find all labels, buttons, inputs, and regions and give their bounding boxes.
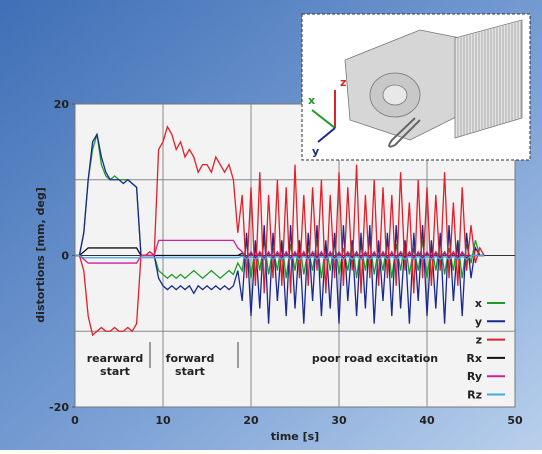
legend-label: Ry — [467, 370, 482, 383]
y-axis-label: distortions [mm, deg] — [34, 187, 47, 322]
legend-label: Rx — [466, 352, 482, 365]
annotation: forward — [166, 352, 215, 365]
inset-label: z — [340, 76, 346, 89]
inset-label: y — [312, 145, 319, 158]
chart: x y z time [s] distortions [mm, deg] 0 10… — [0, 0, 542, 450]
y-tick-label: 0 — [61, 250, 69, 263]
annotation: start — [175, 365, 205, 378]
y-tick-label: -20 — [49, 401, 69, 414]
legend-label: z — [476, 334, 482, 347]
y-tick-label: 20 — [54, 98, 70, 111]
legend-label: y — [475, 315, 482, 328]
x-tick-label: 30 — [331, 414, 347, 427]
legend-label: Rz — [467, 389, 482, 402]
x-axis-label: time [s] — [271, 430, 319, 443]
x-tick-label: 40 — [419, 414, 435, 427]
legend-label: x — [475, 297, 482, 310]
x-tick-label: 50 — [507, 414, 523, 427]
x-tick-label: 20 — [243, 414, 259, 427]
inset-image: x y z — [302, 14, 530, 160]
x-tick-label: 0 — [71, 414, 79, 427]
annotation: poor road excitation — [312, 352, 438, 365]
x-tick-label: 10 — [155, 414, 171, 427]
annotation: start — [100, 365, 130, 378]
inset-label: x — [308, 94, 315, 107]
annotation: rearward — [87, 352, 144, 365]
